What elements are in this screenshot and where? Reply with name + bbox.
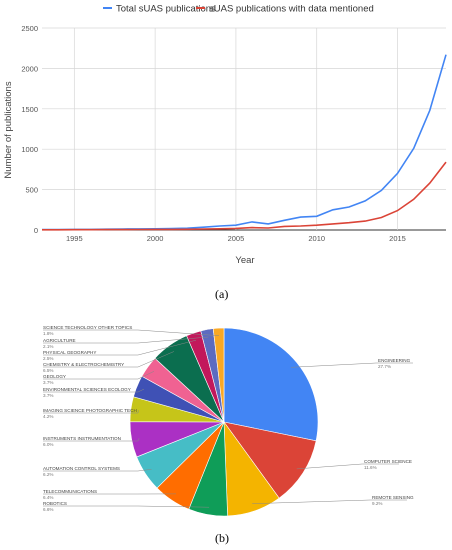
pie-slice-percent: 11.6%	[364, 465, 377, 470]
pie-slice-2	[223, 421, 317, 499]
y-tick-label: 500	[25, 186, 38, 195]
pie-slice-1	[223, 327, 319, 442]
x-axis-label: Year	[235, 255, 254, 266]
pie-leader-line	[296, 463, 399, 470]
series-lines	[41, 54, 447, 231]
pie-slice-percent: 2.1%	[43, 344, 53, 349]
pie-slice-label: REMOTE SENSING	[372, 495, 414, 500]
pie-slice-percent: 3.7%	[43, 380, 53, 385]
pie-leader-line	[43, 351, 174, 368]
pie-leader-line	[43, 505, 210, 508]
x-tick-label: 2010	[308, 234, 325, 243]
x-tick-label: 2005	[228, 234, 245, 243]
pie-slice-percent: 6.2%	[43, 472, 53, 477]
pie-slice-label: CHEMISTRY & ELECTROCHEMISTRY	[43, 362, 124, 367]
y-axis-label: Number of publications	[3, 81, 14, 178]
y-tick-label: 0	[34, 226, 38, 235]
pie-slice-percent: 9.2%	[372, 501, 382, 506]
pie-slice-label: ROBOTICS	[43, 501, 67, 506]
pie-leader-line	[43, 469, 152, 472]
pie-slice-percent: 6.4%	[43, 495, 53, 500]
panel-label-b: (b)	[215, 531, 229, 545]
axes: 0 500 1000 1500 2000 2500 1995 2000 2005 2010 2015	[21, 24, 406, 243]
y-tick-label: 2500	[21, 24, 38, 33]
pie-slice-percent: 27.7%	[378, 364, 391, 369]
pie-slice-percent: 6.0%	[43, 442, 53, 447]
pie-leader-line	[290, 362, 413, 368]
pie-slice-label: IMAGING SCIENCE PHOTOGRAPHIC TECH	[43, 408, 137, 413]
pie-slice-14	[212, 327, 225, 423]
pie-leader-line	[43, 371, 155, 380]
pie-slice-label: GEOLOGY	[43, 374, 66, 379]
y-tick-label: 2000	[21, 64, 38, 73]
grid	[42, 27, 446, 231]
y-tick-label: 1000	[21, 145, 38, 154]
pie-leader-line	[43, 336, 209, 344]
x-tick-label: 1995	[66, 234, 83, 243]
pie-leader-line	[43, 329, 220, 336]
pie-slice-percent: 1.8%	[43, 331, 53, 336]
panel-label-a: (a)	[215, 287, 229, 301]
pie-slices	[129, 327, 319, 517]
y-tick-label: 1500	[21, 105, 38, 114]
pie-leader-line	[43, 410, 139, 414]
pie-slice-percent: 2.5%	[43, 356, 53, 361]
pie-slice-label: ENVIRONMENTAL SCIENCES ECOLOGY	[43, 387, 131, 392]
pie-slice-percent: 6.5%	[43, 368, 53, 373]
x-tick-label: 2000	[147, 234, 164, 243]
x-tick-label: 2015	[389, 234, 406, 243]
pie-leader-line	[43, 339, 197, 356]
pie-leader-line	[252, 499, 407, 504]
pie-slice-percent: 3.7%	[43, 393, 53, 398]
pie-slice-percent: 4.2%	[43, 414, 53, 419]
series-line-2	[42, 161, 447, 231]
pie-slice-label: PHYSICAL GEOGRAPHY	[43, 350, 96, 355]
pie-leader-line	[43, 388, 145, 393]
pie-slice-label: COMPUTER SCIENCE	[364, 459, 412, 464]
series-line-1	[41, 54, 447, 231]
legend-label-2: sUAS publications with data mentioned	[209, 4, 374, 15]
pie-slice-label: SCIENCE TECHNOLOGY OTHER TOPICS	[43, 325, 132, 330]
pie-slice-label: TELECOMMUNICATIONS	[43, 489, 97, 494]
pie-leader-line	[43, 438, 140, 442]
pie-slice-label: INSTRUMENTS INSTRUMENTATION	[43, 436, 121, 441]
pie-slice-label: AGRICULTURE	[43, 338, 76, 343]
pie-slice-label: ENGINEERING	[378, 358, 411, 363]
pie-slice-label: AUTOMATION CONTROL SYSTEMS	[43, 466, 120, 471]
legend-label-1: Total sUAS publications	[116, 4, 216, 15]
pie-slice-percent: 6.6%	[43, 507, 53, 512]
